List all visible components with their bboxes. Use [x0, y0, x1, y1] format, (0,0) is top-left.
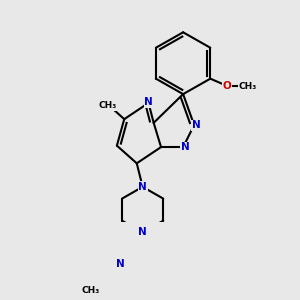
Text: N: N	[116, 259, 125, 269]
Text: CH₃: CH₃	[99, 101, 117, 110]
Text: N: N	[181, 142, 190, 152]
Text: CH₃: CH₃	[82, 286, 100, 296]
Text: CH₃: CH₃	[238, 82, 256, 91]
Text: N: N	[192, 120, 201, 130]
Text: N: N	[138, 227, 147, 238]
Text: O: O	[223, 81, 232, 91]
Text: N: N	[144, 97, 153, 107]
Text: N: N	[138, 182, 147, 192]
